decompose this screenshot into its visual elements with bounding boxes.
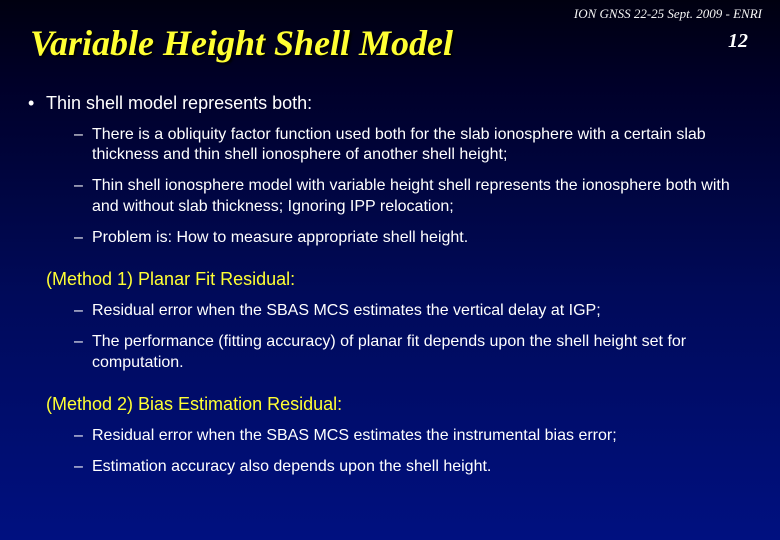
bullet-level-2: Residual error when the SBAS MCS estimat… [28, 301, 752, 322]
bullet-level-2: Problem is: How to measure appropriate s… [28, 228, 752, 249]
bullet-level-1: Thin shell model represents both: [28, 92, 752, 115]
slide-number: 12 [728, 30, 748, 53]
header-note: ION GNSS 22-25 Sept. 2009 - ENRI [574, 6, 762, 22]
method-1-heading: (Method 1) Planar Fit Residual: [28, 268, 752, 291]
bullet-level-2: The performance (fitting accuracy) of pl… [28, 332, 752, 374]
bullet-level-2: Residual error when the SBAS MCS estimat… [28, 426, 752, 447]
bullet-level-2: There is a obliquity factor function use… [28, 125, 752, 167]
bullet-level-2: Thin shell ionosphere model with variabl… [28, 176, 752, 218]
method-2-heading: (Method 2) Bias Estimation Residual: [28, 393, 752, 416]
slide-content: Thin shell model represents both: There … [28, 92, 752, 483]
bullet-level-2: Estimation accuracy also depends upon th… [28, 457, 752, 478]
slide-title: Variable Height Shell Model [30, 22, 453, 64]
